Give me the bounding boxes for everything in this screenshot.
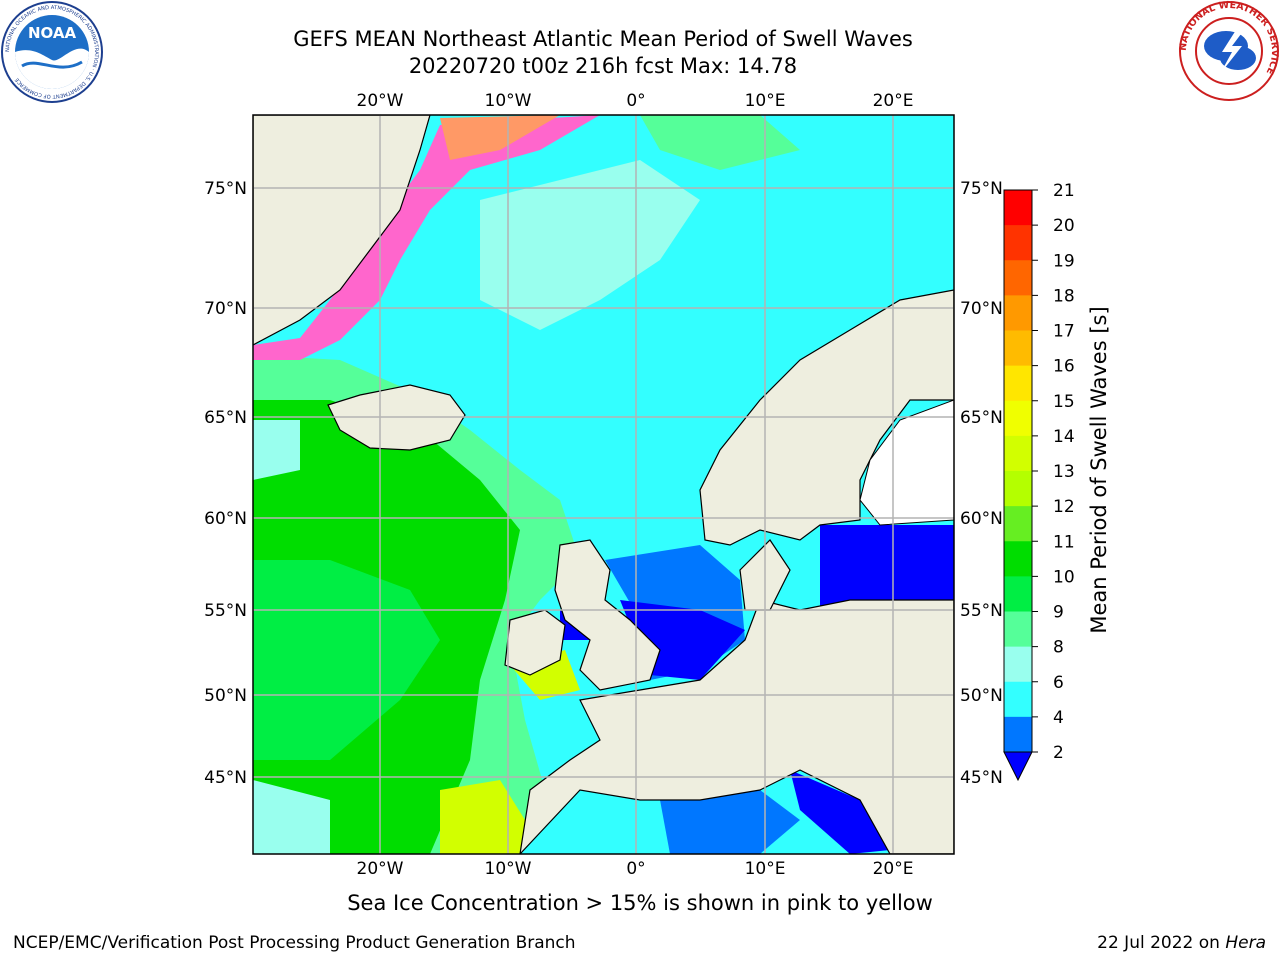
- colorbar-tick-label: 2: [1053, 743, 1064, 763]
- colorbar-ticks: 21 20 19 18 17 16 15 14 13 12 11 10 9 8 6 4 2: [1032, 181, 1075, 763]
- colorbar-segment: [1004, 611, 1032, 648]
- colorbar-tick-label: 14: [1053, 427, 1075, 447]
- colorbar-segment: [1004, 646, 1032, 683]
- lon-label-top: 20°E: [873, 91, 914, 111]
- colorbar-tick-label: 16: [1053, 357, 1075, 377]
- colorbar-segment: [1004, 435, 1032, 472]
- lat-label-right: 45°N: [960, 768, 1003, 788]
- lat-label-left: 50°N: [204, 686, 247, 706]
- colorbar-tick-label: 4: [1053, 708, 1064, 728]
- lat-labels-left: 75°N 70°N 65°N 60°N 55°N 50°N 45°N: [204, 179, 247, 788]
- footer-date-text: 22 Jul 2022 on: [1097, 933, 1226, 953]
- colorbar-tick-label: 18: [1053, 286, 1075, 306]
- colorbar-label: Mean Period of Swell Waves [s]: [1087, 306, 1111, 633]
- sea-ice-edge: [253, 115, 600, 360]
- lat-label-left: 45°N: [204, 768, 247, 788]
- lon-label-bottom: 20°W: [357, 859, 404, 879]
- great-britain-land: [554, 539, 661, 691]
- colorbar-tick-label: 6: [1053, 673, 1064, 693]
- lat-label-right: 60°N: [960, 509, 1003, 529]
- norwegian-swell-8s: [480, 160, 700, 330]
- lat-label-left: 60°N: [204, 509, 247, 529]
- sea-ice-orange: [440, 115, 560, 160]
- lon-label-bottom: 10°E: [745, 859, 786, 879]
- lon-label-top: 10°E: [745, 91, 786, 111]
- lon-label-top: 0°: [626, 91, 645, 111]
- lon-label-bottom: 20°E: [873, 859, 914, 879]
- colorbar-segment: [1004, 330, 1032, 367]
- chart-title: GEFS MEAN Northeast Atlantic Mean Period…: [293, 27, 913, 51]
- noaa-logo: NOAA NATIONAL OCEANIC AND ATMOSPHERIC AD…: [1, 1, 103, 103]
- colorbar-segment: [1004, 576, 1032, 612]
- lon-labels-bottom: 20°W 10°W 0° 10°E 20°E: [357, 859, 914, 879]
- atlantic-swell-8s-sw: [253, 780, 330, 854]
- colorbar-segment: [1004, 541, 1032, 577]
- lat-label-right: 70°N: [960, 299, 1003, 319]
- lat-label-right: 65°N: [960, 408, 1003, 428]
- map-plot-area: [253, 115, 954, 854]
- map-graticule: [253, 115, 954, 854]
- colorbar-segment: [1004, 225, 1032, 261]
- noaa-logo-text: NOAA: [28, 24, 77, 42]
- lon-labels-top: 20°W 10°W 0° 10°E 20°E: [357, 91, 914, 111]
- lat-label-left: 75°N: [204, 179, 247, 199]
- colorbar-tick-label: 15: [1053, 392, 1075, 412]
- lat-label-left: 70°N: [204, 299, 247, 319]
- lat-label-left: 65°N: [204, 408, 247, 428]
- lon-label-bottom: 10°W: [485, 859, 532, 879]
- colorbar-segment: [1004, 506, 1032, 542]
- colorbar-segment: [1004, 295, 1032, 331]
- colorbar-segment: [1004, 190, 1032, 226]
- nws-logo: NATIONAL WEATHER SERVICE: [1178, 0, 1280, 101]
- colorbar-tick-label: 13: [1053, 462, 1075, 482]
- sea-ice-note: Sea Ice Concentration > 15% is shown in …: [347, 891, 933, 915]
- lon-label-top: 20°W: [357, 91, 404, 111]
- barents-swell-9s: [640, 115, 800, 170]
- colorbar-tick-label: 10: [1053, 567, 1075, 587]
- colorbar-tick-label: 19: [1053, 251, 1075, 271]
- continental-europe-land: [519, 599, 954, 854]
- colorbar-segment: [1004, 681, 1032, 718]
- colorbar-tick-label: 20: [1053, 216, 1075, 236]
- baltic-swell-2s: [820, 525, 954, 620]
- lat-label-right: 55°N: [960, 601, 1003, 621]
- colorbar-segment: [1004, 365, 1032, 402]
- gulf-of-bothnia-ice-free: [859, 399, 954, 526]
- lat-labels-right: 75°N 70°N 65°N 60°N 55°N 50°N 45°N: [960, 179, 1003, 788]
- greenland-land: [253, 115, 431, 346]
- colorbar-tick-label: 11: [1053, 532, 1075, 552]
- adriatic-swell-2s: [790, 770, 890, 854]
- footer-date: 22 Jul 2022 on Hera: [1097, 933, 1266, 953]
- colorbar-tick-label: 8: [1053, 638, 1064, 658]
- colorbar-segment: [1004, 716, 1032, 752]
- colorbar-tick-label: 12: [1053, 497, 1075, 517]
- colorbar-extend-min: [1003, 751, 1033, 782]
- colorbar: [1003, 189, 1033, 782]
- lon-label-top: 10°W: [485, 91, 532, 111]
- colorbar-segment: [1004, 400, 1032, 437]
- footer-credit: NCEP/EMC/Verification Post Processing Pr…: [13, 933, 576, 953]
- lon-label-bottom: 0°: [626, 859, 645, 879]
- lat-label-left: 55°N: [204, 601, 247, 621]
- biscay-swell-14s: [440, 780, 525, 854]
- colorbar-tick-label: 21: [1053, 181, 1075, 201]
- footer-host: Hera: [1225, 933, 1266, 953]
- chart-subtitle: 20220720 t00z 216h fcst Max: 14.78: [408, 54, 798, 78]
- lat-label-right: 75°N: [960, 179, 1003, 199]
- atlantic-swell-8s-nw: [253, 420, 300, 480]
- colorbar-tick-label: 17: [1053, 322, 1075, 342]
- map-frame: [252, 114, 955, 855]
- lat-label-right: 50°N: [960, 686, 1003, 706]
- colorbar-tick-label: 9: [1053, 603, 1064, 623]
- colorbar-segment: [1004, 260, 1032, 296]
- colorbar-segment: [1004, 471, 1032, 507]
